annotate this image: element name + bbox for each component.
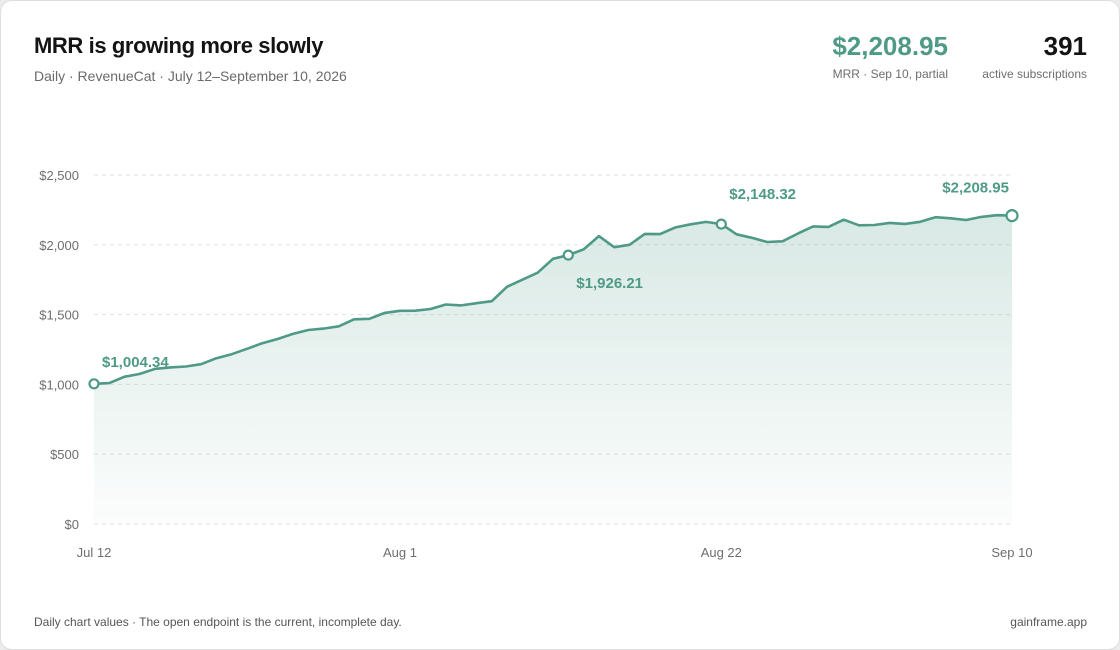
y-tick-label: $1,500 <box>39 308 79 323</box>
footer-note: Daily chart values · The open endpoint i… <box>34 615 402 629</box>
y-tick-label: $2,500 <box>39 168 79 183</box>
mrr-kpi: $2,208.95 MRR · Sep 10, partial <box>832 31 948 81</box>
chart-subtitle: Daily · RevenueCat · July 12–September 1… <box>34 68 347 84</box>
mrr-series-line <box>92 213 1014 386</box>
x-tick-label: Aug 1 <box>383 545 417 560</box>
annotation-marker <box>715 218 727 230</box>
y-tick-label: $500 <box>50 447 79 462</box>
x-tick-label: Jul 12 <box>77 545 112 560</box>
y-tick-label: $2,000 <box>39 238 79 253</box>
subscriptions-kpi: 391 active subscriptions <box>982 31 1087 81</box>
x-tick-label: Aug 22 <box>701 545 742 560</box>
x-tick-label: Sep 10 <box>991 545 1032 560</box>
annotation-label: $1,926.21 <box>576 275 643 292</box>
annotation-label: $2,208.95 <box>942 180 1009 197</box>
mrr-area-fill <box>94 215 1012 524</box>
annotations: $1,004.34 $1,926.21 $2,148.32 $2,208.95 <box>88 180 1019 390</box>
mrr-label: MRR · Sep 10, partial <box>832 67 948 81</box>
chart-title: MRR is growing more slowly <box>34 33 324 58</box>
y-tick-label: $1,000 <box>39 377 79 392</box>
footer-brand: gainframe.app <box>1010 615 1087 629</box>
y-axis: $0 $500 $1,000 $1,500 $2,000 $2,500 <box>39 168 79 532</box>
subscriptions-label: active subscriptions <box>982 67 1087 81</box>
open-endpoint-marker <box>1005 209 1019 223</box>
annotation-marker <box>562 249 574 261</box>
annotation-label: $2,148.32 <box>729 186 796 203</box>
annotation-label: $1,004.34 <box>102 354 169 371</box>
subscriptions-value: 391 <box>1043 31 1087 61</box>
y-tick-label: $0 <box>65 517 79 532</box>
mrr-value: $2,208.95 <box>832 31 948 61</box>
x-axis: Jul 12 Aug 1 Aug 22 Sep 10 <box>77 545 1033 560</box>
annotation-marker <box>88 378 100 390</box>
